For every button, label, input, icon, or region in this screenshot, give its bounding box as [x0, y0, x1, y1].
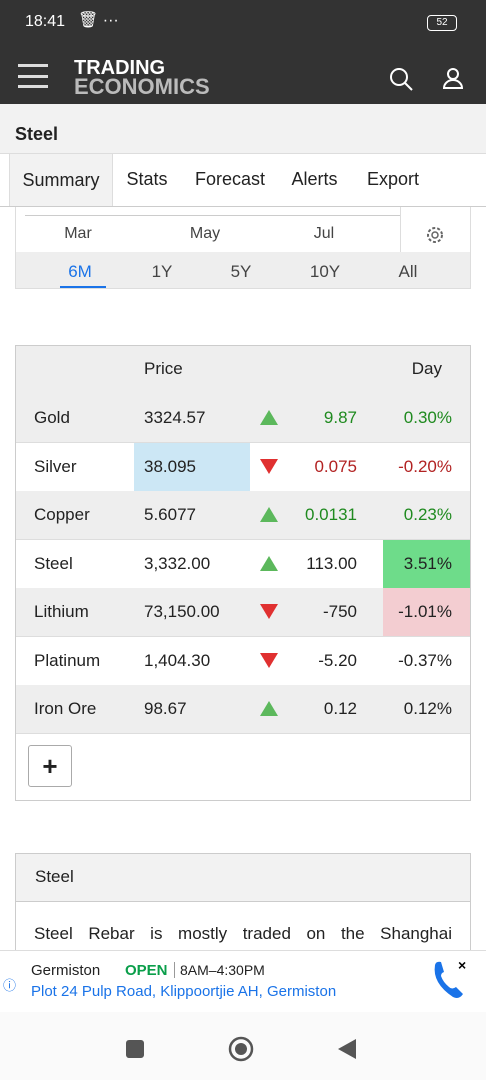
settings-icon[interactable] — [424, 224, 446, 246]
axis-label: May — [189, 225, 221, 242]
row-price: 3324.57 — [144, 408, 206, 427]
logo-bottom[interactable]: ECONOMICS — [74, 74, 210, 99]
row-change: 113.00 — [306, 553, 357, 573]
direction-arrow — [260, 604, 278, 619]
gear-separator — [400, 207, 401, 252]
table-row[interactable] — [16, 394, 470, 443]
table-row[interactable] — [16, 685, 470, 734]
page-title: Steel — [15, 124, 59, 144]
row-percent: -0.20% — [398, 456, 452, 476]
ad-status: OPEN — [125, 962, 168, 979]
chart-baseline — [25, 215, 400, 216]
svg-text:×: × — [458, 960, 466, 973]
row-price: 1,404.30 — [144, 650, 211, 670]
row-percent: -0.37% — [398, 650, 452, 670]
direction-arrow — [260, 555, 278, 571]
logo-top[interactable]: TRADING — [74, 57, 166, 79]
table-box — [15, 345, 471, 801]
row-name[interactable]: Platinum — [34, 650, 101, 670]
range-underline — [60, 286, 106, 288]
axis-label: Mar — [64, 225, 92, 242]
row-percent: 3.51% — [403, 553, 452, 573]
range-button[interactable]: 1Y — [151, 262, 173, 281]
ad-hours: 8AM–4:30PM — [174, 962, 265, 978]
table-row[interactable] — [16, 636, 470, 686]
direction-arrow — [260, 410, 278, 425]
row-change: 0.075 — [314, 456, 357, 476]
row-name[interactable]: Lithium — [34, 602, 89, 621]
tab[interactable]: Alerts — [291, 169, 338, 189]
description-text: Steel Rebar is mostly traded on the Shan… — [34, 924, 452, 943]
row-percent: 0.30% — [403, 408, 452, 427]
chart-box — [15, 207, 471, 289]
range-button[interactable]: All — [398, 262, 418, 281]
row-change: 0.0131 — [305, 505, 357, 524]
range-button[interactable]: 6M — [68, 262, 92, 281]
axis-label: Jul — [313, 225, 335, 242]
tab[interactable]: Summary — [9, 153, 113, 206]
row-price: 73,150.00 — [144, 602, 220, 621]
range-button[interactable]: 5Y — [230, 262, 252, 281]
tab-bar — [0, 206, 486, 207]
row-price: 38.095 — [144, 456, 196, 476]
row-name[interactable]: Copper — [34, 505, 90, 524]
range-button[interactable]: 10Y — [309, 262, 341, 281]
direction-arrow — [260, 652, 278, 668]
menu-button[interactable] — [18, 64, 48, 88]
price-highlight — [134, 442, 250, 491]
percent-highlight — [383, 588, 470, 636]
direction-arrow — [260, 701, 278, 716]
row-name[interactable]: Silver — [34, 456, 77, 476]
ad-address[interactable]: Plot 24 Pulp Road, Klippoortjie AH, Germ… — [31, 983, 337, 1000]
price-header: Price — [144, 359, 183, 378]
add-button[interactable]: + — [28, 745, 72, 787]
tab[interactable]: Export — [366, 169, 420, 189]
day-header: Day — [411, 359, 442, 378]
description-title: Steel — [35, 867, 74, 886]
description-header — [16, 854, 470, 902]
row-name[interactable]: Iron Ore — [34, 699, 97, 718]
tab[interactable]: Stats — [126, 169, 168, 189]
row-price: 5.6077 — [144, 505, 196, 524]
row-name[interactable]: Steel — [34, 553, 73, 573]
row-price: 98.67 — [144, 699, 187, 718]
range-bar — [16, 252, 470, 288]
row-change: -750 — [322, 602, 357, 621]
table-header-row — [16, 346, 470, 395]
table-row[interactable] — [16, 491, 470, 540]
direction-arrow — [260, 458, 278, 474]
row-percent: -1.01% — [398, 602, 452, 621]
row-percent: 0.12% — [403, 699, 452, 718]
row-percent: 0.23% — [403, 505, 452, 524]
row-name[interactable]: Gold — [34, 408, 70, 427]
header-icons[interactable] — [388, 66, 468, 92]
row-change: -5.20 — [318, 650, 357, 670]
battery: 52 — [427, 15, 457, 31]
ad-call-icon[interactable]: × — [430, 960, 475, 1002]
time: 18:41 — [25, 13, 66, 30]
ad-banner[interactable] — [0, 950, 486, 1014]
nav-buttons[interactable] — [120, 1035, 360, 1063]
ad-name[interactable]: Germiston — [31, 962, 101, 979]
title-bar — [0, 104, 486, 154]
row-change: 9.87 — [323, 408, 357, 427]
status-icons: 🗑 ··· — [78, 12, 119, 29]
tab[interactable]: Forecast — [194, 169, 266, 189]
status-bar — [0, 0, 486, 104]
row-price: 3,332.00 — [144, 553, 211, 573]
row-change: 0.12 — [323, 699, 357, 718]
percent-highlight — [383, 539, 470, 588]
ad-info-icon[interactable]: ⓘ — [3, 978, 17, 993]
direction-arrow — [260, 507, 278, 522]
